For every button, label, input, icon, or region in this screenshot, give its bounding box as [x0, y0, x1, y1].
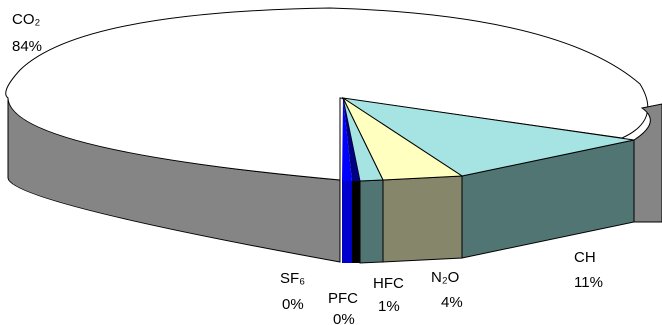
- slice-sf6: [342, 98, 352, 263]
- slice-pfc-top: [343, 98, 360, 181]
- label-n2o-value: 4%: [441, 294, 463, 311]
- label-ch-name: CH: [574, 249, 596, 266]
- slice-sf6-side: [342, 181, 352, 263]
- label-pfc-name: PFC: [328, 290, 358, 307]
- slice-ch-outer: [633, 103, 662, 223]
- label-hfc-name: HFC: [373, 275, 404, 292]
- label-hfc-value: 1%: [378, 298, 400, 315]
- slice-pfc: [343, 98, 360, 263]
- slice-sf6-top: [342, 98, 352, 181]
- label-sf6-value: 0%: [282, 296, 304, 313]
- label-sf6-name: SF₆: [280, 270, 305, 287]
- label-ch-value: 11%: [574, 274, 603, 291]
- data-labels: CO₂ 84% CH 11% N₂O 4% HFC 1% PFC 0% SF₆ …: [12, 11, 603, 325]
- slice-co2-top: [5, 7, 649, 181]
- slice-n2o-side: [382, 175, 463, 263]
- label-n2o-name: N₂O: [431, 269, 459, 286]
- slice-co2: [5, 7, 649, 263]
- slice-n2o: [341, 96, 464, 263]
- label-pfc-value: 0%: [333, 311, 355, 325]
- label-co2-name: CO₂: [12, 11, 41, 28]
- slice-pfc-side: [352, 181, 360, 263]
- label-co2-value: 84%: [12, 38, 42, 55]
- slice-hfc-side: [359, 179, 384, 264]
